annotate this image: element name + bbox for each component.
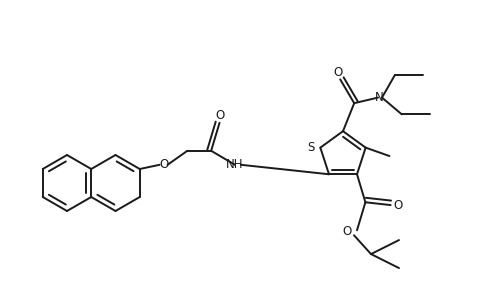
Text: O: O [392, 199, 401, 212]
Text: O: O [215, 109, 224, 122]
Text: NH: NH [226, 158, 243, 171]
Text: O: O [158, 158, 168, 171]
Text: O: O [333, 66, 342, 79]
Text: N: N [374, 91, 383, 104]
Text: O: O [342, 225, 351, 238]
Text: S: S [306, 141, 314, 154]
